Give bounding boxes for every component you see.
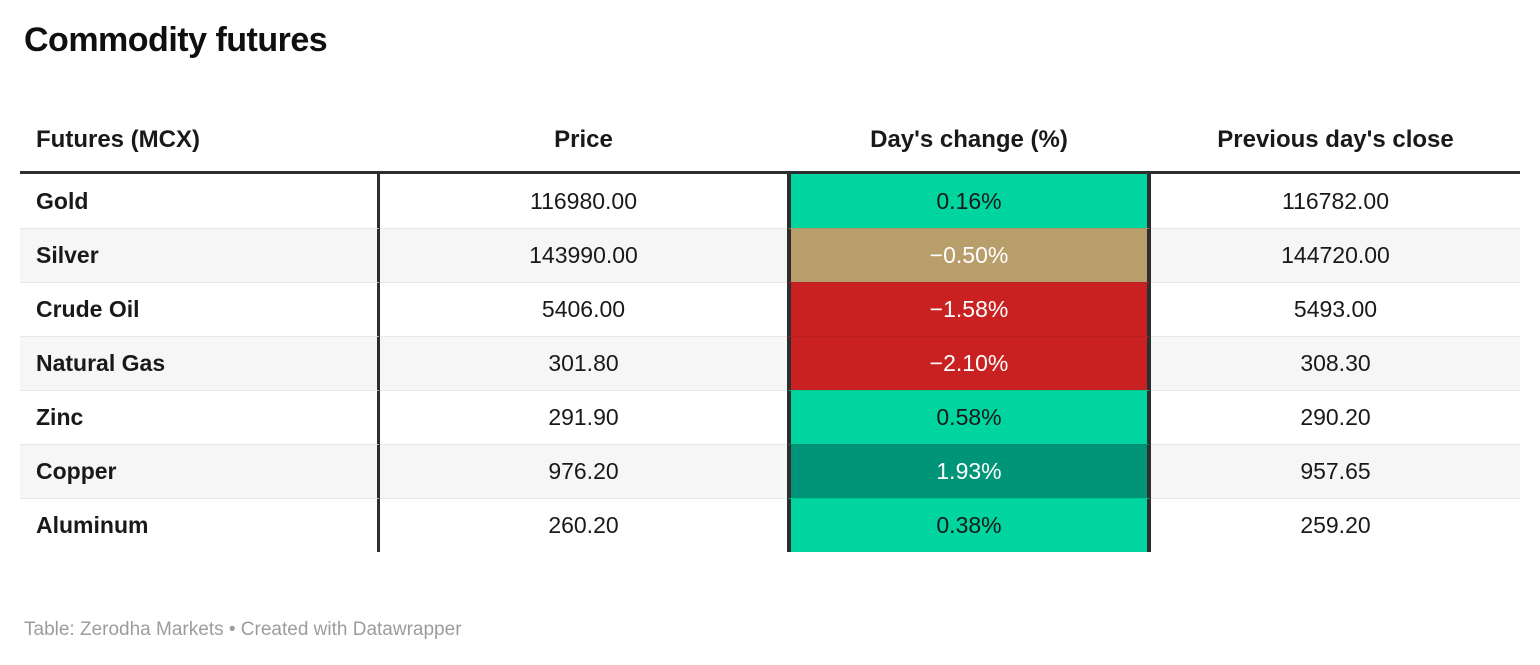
price-cell: 116980.00 [529,187,637,214]
table-header-row: Futures (MCX) Price Day's change (%) Pre… [20,108,1520,174]
prev-close-cell: 116782.00 [1281,187,1389,214]
commodity-futures-table: Futures (MCX) Price Day's change (%) Pre… [20,108,1520,552]
price-cell: 976.20 [380,444,787,498]
price-cell: 291.90 [380,390,787,444]
change-cell: −1.58% [787,282,1151,336]
page-title: Commodity futures [24,21,328,59]
prev-close-cell: 290.20 [1151,390,1520,444]
futures-name: Natural Gas [20,336,380,390]
change-cell: −0.50% [787,228,1151,282]
futures-name: Crude Oil [20,282,380,336]
futures-name: Gold [20,174,380,228]
prev-close-cell: 308.30 [1151,336,1520,390]
price-cell: 301.80 [380,336,787,390]
change-cell: 0.58% [787,390,1151,444]
table-row-aluminum: Aluminum 260.20 0.38% 259.20 [20,498,1520,552]
attribution-text: Table: Zerodha Markets • Created with Da… [24,619,462,640]
column-header-prev-close: Previous day's close [1217,125,1454,153]
futures-name: Copper [20,444,380,498]
change-cell: 1.93% [787,444,1151,498]
change-cell: 0.38% [787,498,1151,552]
price-cell: 260.20 [380,498,787,552]
prev-close-cell: 144720.00 [1151,228,1520,282]
futures-name: Silver [20,228,380,282]
change-cell: 0.16% [787,174,1151,228]
table-row-copper: Copper 976.20 1.93% 957.65 [20,444,1520,498]
price-cell: 5406.00 [380,282,787,336]
table-row-zinc: Zinc 291.90 0.58% 290.20 [20,390,1520,444]
prev-close-cell: 259.20 [1151,498,1520,552]
prev-close-cell: 957.65 [1151,444,1520,498]
price-cell: 143990.00 [380,228,787,282]
change-cell: −2.10% [787,336,1151,390]
futures-name: Zinc [20,390,380,444]
column-header-futures: Futures (MCX) [36,125,200,153]
column-header-change: Day's change (%) [870,125,1068,153]
table-body: Gold 116980.00 0.16% 116782.00 Silver 14… [20,174,1520,552]
table-row-natural-gas: Natural Gas 301.80 −2.10% 308.30 [20,336,1520,390]
futures-name: Aluminum [20,498,380,552]
table-row-silver: Silver 143990.00 −0.50% 144720.00 [20,228,1520,282]
table-row-gold: Gold 116980.00 0.16% 116782.00 [20,174,1520,228]
commodity-futures-table-page: Commodity futures Futures (MCX) Price Da… [0,21,1540,665]
prev-close-cell: 5493.00 [1151,282,1520,336]
table-row-crude-oil: Crude Oil 5406.00 −1.58% 5493.00 [20,282,1520,336]
column-header-price: Price [554,125,613,153]
